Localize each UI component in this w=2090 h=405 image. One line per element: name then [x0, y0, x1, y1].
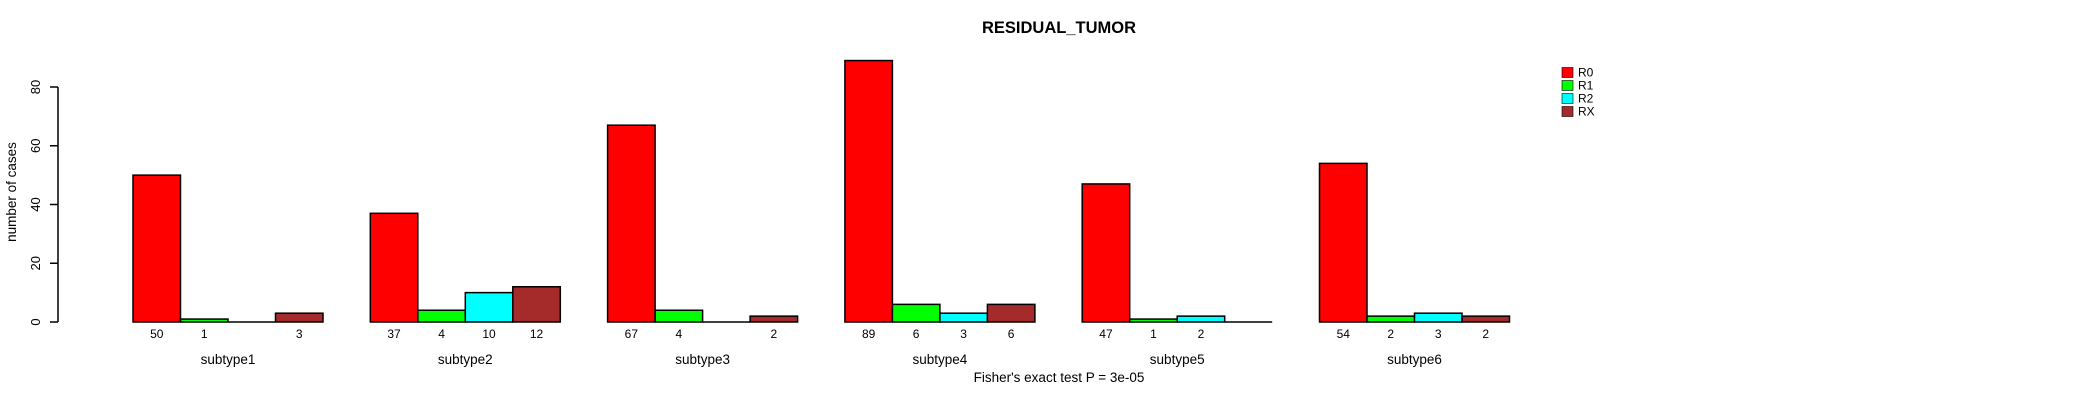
- bar-value-label: 6: [1008, 327, 1015, 341]
- bar-value-label: 10: [482, 327, 496, 341]
- bar-R0-subtype3: [606, 124, 656, 323]
- bar-RX-subtype6: [1461, 315, 1511, 323]
- category-label-subtype5: subtype5: [1150, 352, 1205, 367]
- bar-value-label: 67: [625, 327, 639, 341]
- legend-swatch-R1: [1561, 80, 1574, 91]
- bar-R1-subtype1: [179, 318, 229, 323]
- bar-value-label: 54: [1337, 327, 1351, 341]
- bar-value-label: 2: [1198, 327, 1205, 341]
- bar-value-label: 3: [1435, 327, 1442, 341]
- bar-R1-subtype4: [891, 303, 941, 323]
- category-label-subtype4: subtype4: [913, 352, 968, 367]
- bar-value-label: 6: [913, 327, 920, 341]
- bar-value-label: 37: [387, 327, 401, 341]
- bar-R2-subtype5: [1176, 315, 1226, 323]
- y-tick-label: 80: [28, 80, 43, 94]
- chart-footer-pvalue: Fisher's exact test P = 3e-05: [974, 370, 1145, 385]
- bar-value-label: 50: [150, 327, 164, 341]
- bar-value-label: 2: [771, 327, 778, 341]
- y-tick-label: 20: [28, 256, 43, 270]
- legend-swatch-RX: [1561, 106, 1574, 117]
- legend-label-RX: RX: [1578, 105, 1595, 119]
- bar-value-label: 12: [530, 327, 544, 341]
- y-tick-label: 60: [28, 139, 43, 153]
- bar-value-label: 1: [1150, 327, 1157, 341]
- bar-R1-subtype3: [654, 309, 704, 323]
- bar-value-label: 1: [201, 327, 208, 341]
- y-tick-label: 40: [28, 197, 43, 211]
- legend-label-R1: R1: [1578, 79, 1594, 93]
- bar-RX-subtype4: [986, 303, 1036, 323]
- bar-R0-subtype1: [132, 174, 182, 323]
- category-label-subtype6: subtype6: [1387, 352, 1442, 367]
- bar-R0-subtype5: [1081, 183, 1131, 323]
- legend-swatch-R2: [1561, 93, 1574, 104]
- bar-R0-subtype4: [844, 59, 894, 323]
- y-axis-label: number of cases: [4, 142, 19, 242]
- bar-R1-subtype5: [1128, 318, 1178, 323]
- bar-RX-subtype2: [512, 286, 562, 323]
- bar-value-label: 3: [960, 327, 967, 341]
- bar-value-label: 2: [1387, 327, 1394, 341]
- bar-R1-subtype2: [417, 309, 467, 323]
- category-label-subtype2: subtype2: [438, 352, 493, 367]
- bar-R2-subtype4: [939, 312, 989, 323]
- bar-R2-subtype6: [1413, 312, 1463, 323]
- bar-R2-subtype2: [464, 291, 514, 323]
- bar-value-label: 47: [1099, 327, 1113, 341]
- bar-value-label: 3: [296, 327, 303, 341]
- bar-RX-subtype3: [749, 315, 799, 323]
- bar-value-label: 89: [862, 327, 876, 341]
- bar-value-label: 4: [438, 327, 445, 341]
- bar-R1-subtype6: [1366, 315, 1416, 323]
- category-label-subtype3: subtype3: [675, 352, 730, 367]
- bar-value-label: 4: [676, 327, 683, 341]
- bar-R0-subtype6: [1318, 162, 1368, 323]
- category-label-subtype1: subtype1: [201, 352, 256, 367]
- bar-R0-subtype2: [369, 212, 419, 323]
- bar-RX-subtype1: [274, 312, 324, 323]
- chart-title: RESIDUAL_TUMOR: [982, 19, 1136, 37]
- y-tick-label: 0: [28, 318, 43, 325]
- legend-label-R2: R2: [1578, 92, 1594, 106]
- bar-value-label: 2: [1482, 327, 1489, 341]
- legend-swatch-R0: [1561, 67, 1574, 78]
- legend-label-R0: R0: [1578, 66, 1594, 80]
